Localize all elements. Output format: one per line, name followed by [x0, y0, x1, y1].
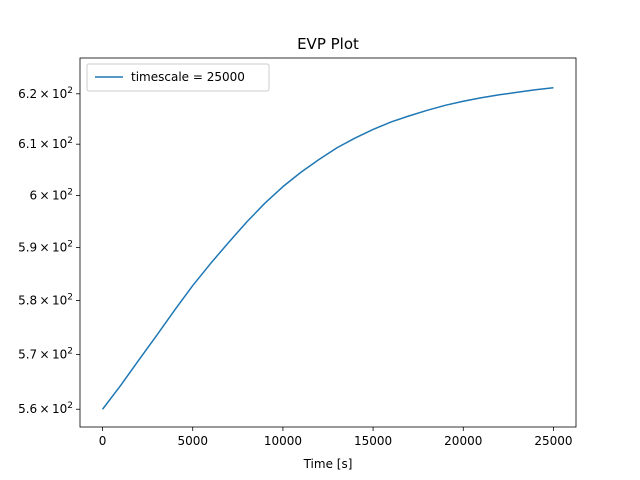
y-tick-label: 6.1 × 102 — [18, 136, 73, 151]
x-tick-label: 15000 — [354, 434, 392, 448]
y-tick-label: 5.9 × 102 — [18, 239, 73, 254]
legend-label: timescale = 25000 — [131, 70, 245, 84]
series-line — [101, 87, 554, 410]
plot-area — [79, 57, 577, 428]
y-tick-label: 5.8 × 102 — [18, 292, 73, 307]
x-tick-label: 10000 — [264, 434, 302, 448]
y-tick-label: 5.6 × 102 — [18, 401, 73, 416]
chart-title: EVP Plot — [297, 35, 359, 53]
legend: timescale = 25000 — [86, 63, 270, 92]
x-tick-label: 0 — [99, 434, 107, 448]
y-tick-label: 6 × 102 — [30, 187, 74, 202]
x-tick-label: 5000 — [177, 434, 208, 448]
x-axis-label: Time [s] — [303, 457, 353, 471]
x-tick-label: 25000 — [534, 434, 572, 448]
y-tick-label: 5.7 × 102 — [18, 346, 73, 361]
x-axis: 0 5000 10000 15000 20000 25000 — [99, 427, 573, 448]
y-tick-label: 6.2 × 102 — [18, 86, 73, 101]
y-axis: 5.6 × 102 5.7 × 102 5.8 × 102 5.9 × 102 6 × … — [18, 86, 80, 416]
x-tick-label: 20000 — [444, 434, 482, 448]
legend-box — [86, 63, 270, 92]
series-layer — [101, 87, 554, 410]
